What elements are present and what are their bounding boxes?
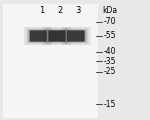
FancyBboxPatch shape xyxy=(27,29,50,43)
Text: 1: 1 xyxy=(39,6,45,15)
Text: -40: -40 xyxy=(103,47,116,56)
FancyBboxPatch shape xyxy=(49,31,65,42)
Text: 2: 2 xyxy=(57,6,63,15)
Text: -70: -70 xyxy=(103,17,116,26)
Text: -15: -15 xyxy=(103,100,116,109)
FancyBboxPatch shape xyxy=(24,27,52,45)
FancyBboxPatch shape xyxy=(67,31,84,42)
FancyBboxPatch shape xyxy=(43,27,71,45)
FancyBboxPatch shape xyxy=(61,27,90,45)
FancyBboxPatch shape xyxy=(46,29,68,43)
Text: -55: -55 xyxy=(103,31,116,41)
Bar xyxy=(3,4,98,118)
Text: kDa: kDa xyxy=(102,6,117,15)
FancyBboxPatch shape xyxy=(66,30,85,42)
FancyBboxPatch shape xyxy=(29,30,47,42)
FancyBboxPatch shape xyxy=(64,29,87,43)
Text: -25: -25 xyxy=(103,67,116,77)
Text: -35: -35 xyxy=(103,57,116,66)
FancyBboxPatch shape xyxy=(48,30,66,42)
Text: 3: 3 xyxy=(75,6,81,15)
FancyBboxPatch shape xyxy=(30,31,47,42)
